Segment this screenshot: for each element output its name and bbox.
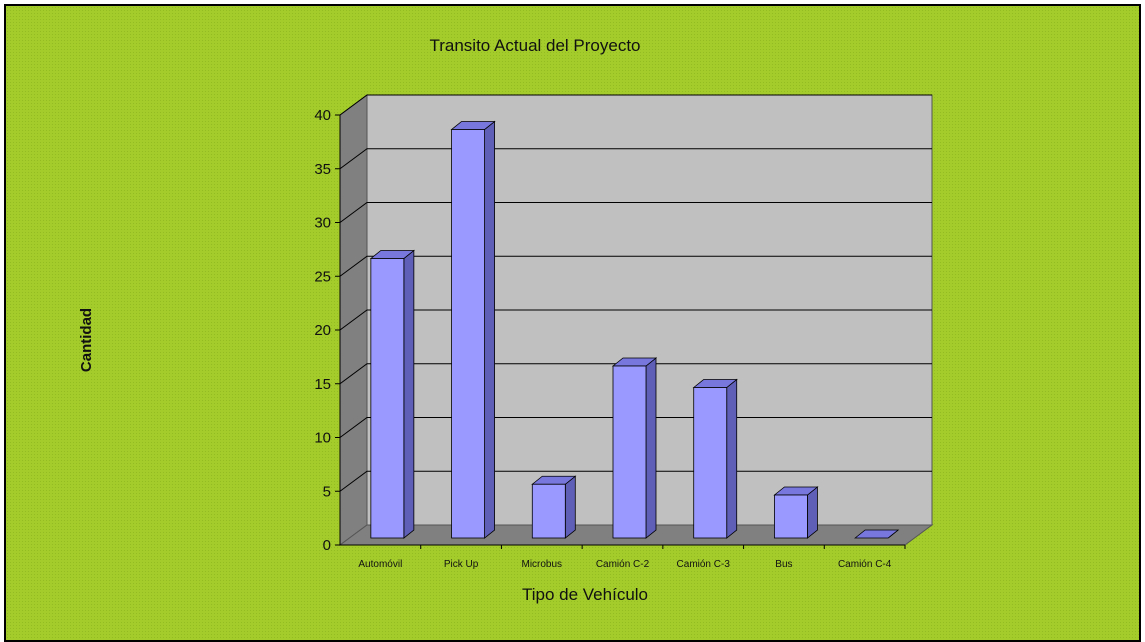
bar bbox=[370, 258, 405, 539]
x-tick-label: Camión C-4 bbox=[838, 559, 892, 570]
bar-side bbox=[564, 475, 576, 539]
gridline bbox=[339, 255, 932, 277]
x-tick-label: Pick Up bbox=[444, 559, 479, 570]
bar bbox=[531, 483, 566, 539]
y-axis-label: Cantidad bbox=[78, 308, 95, 372]
bar-side bbox=[645, 357, 657, 539]
bar-top bbox=[854, 529, 900, 539]
gridline bbox=[339, 470, 932, 492]
y-tick-label: 0 bbox=[323, 537, 331, 554]
bar bbox=[693, 387, 728, 539]
gridline bbox=[339, 202, 932, 223]
x-axis-label: Tipo de Vehículo bbox=[522, 585, 648, 604]
y-tick-label: 35 bbox=[314, 161, 331, 178]
gridline bbox=[339, 417, 932, 438]
y-tick-label: 25 bbox=[314, 268, 331, 285]
bar-side bbox=[807, 486, 818, 539]
y-tick-label: 40 bbox=[314, 107, 331, 124]
x-tick-label: Microbus bbox=[521, 559, 562, 570]
y-tick-labels: 0 5 10 15 20 25 30 35 40 bbox=[314, 107, 340, 554]
bar bbox=[612, 365, 647, 539]
x-tick-labels: Automóvil Pick Up Microbus Camión C-2 Camión… bbox=[358, 545, 906, 570]
bar-side bbox=[484, 120, 495, 539]
bars bbox=[369, 120, 900, 539]
x-tick-label: Automóvil bbox=[358, 559, 402, 570]
x-tick-label: Camión C-3 bbox=[677, 559, 731, 570]
x-tick-label: Bus bbox=[775, 559, 792, 570]
gridline bbox=[339, 309, 932, 331]
bar bbox=[451, 129, 485, 539]
gridline bbox=[339, 363, 932, 385]
gridlines bbox=[339, 94, 932, 492]
y-tick-label: 5 bbox=[323, 483, 331, 500]
x-tick-label: Camión C-2 bbox=[596, 559, 650, 570]
gridline bbox=[339, 94, 932, 116]
gridline bbox=[339, 148, 932, 170]
y-tick-label: 15 bbox=[314, 376, 331, 393]
y-tick-label: 20 bbox=[314, 322, 331, 339]
bar-side bbox=[403, 249, 415, 539]
bar bbox=[774, 494, 808, 539]
bar-side bbox=[726, 378, 738, 539]
y-tick-label: 30 bbox=[314, 215, 331, 232]
y-tick-label: 10 bbox=[314, 430, 331, 447]
chart-title: Transito Actual del Proyecto bbox=[429, 36, 640, 55]
